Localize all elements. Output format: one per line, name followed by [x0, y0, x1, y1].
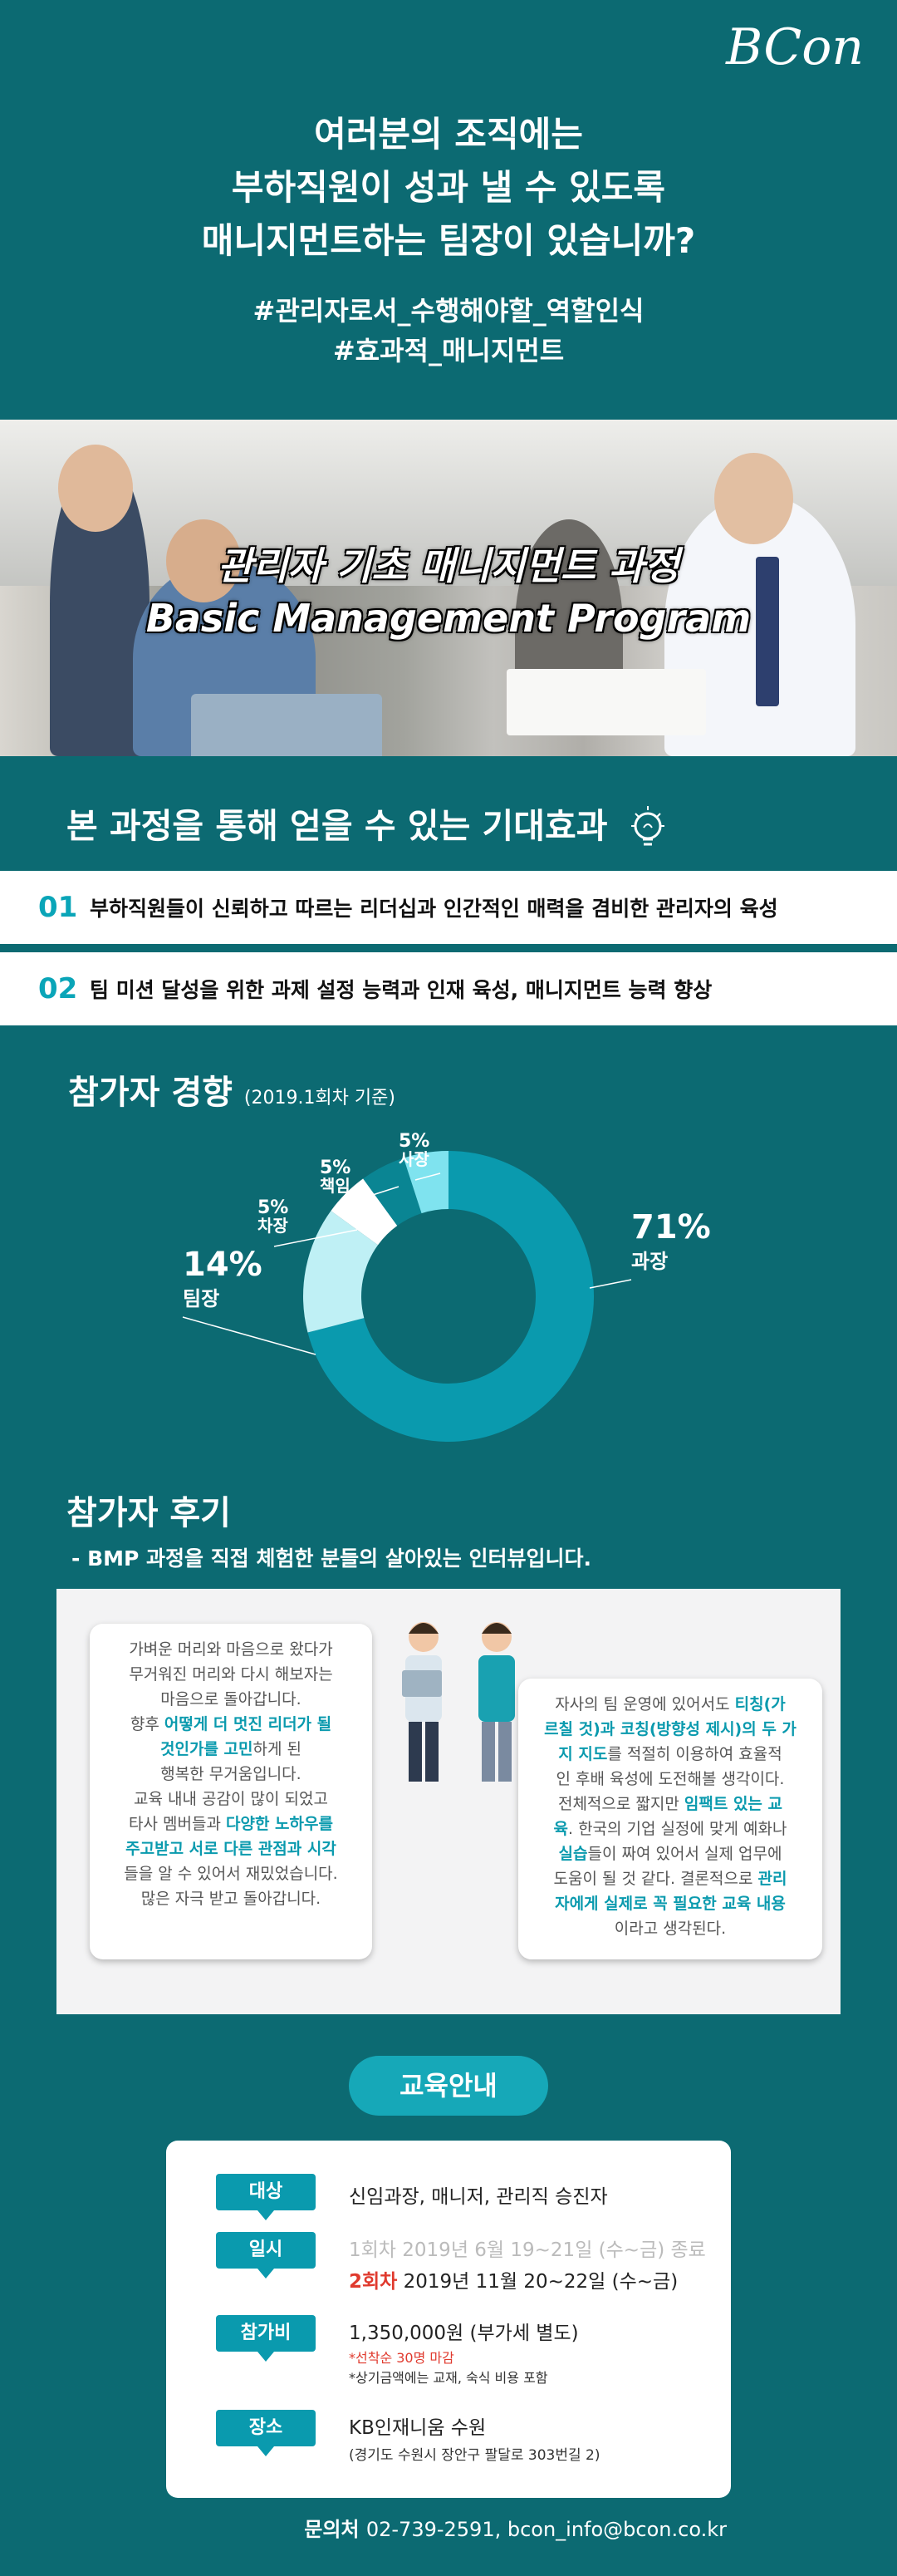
pie-slice-팀장 — [303, 1211, 379, 1333]
education-info-title: 교육안내 — [349, 2056, 548, 2116]
pie-percent-label: 5% — [320, 1158, 350, 1178]
label-fee: 참가비 — [216, 2315, 316, 2362]
pie-slice-사장 — [403, 1151, 448, 1214]
pie-leader-line — [336, 1186, 399, 1207]
participants-note: (2019.1회차 기준) — [243, 1088, 395, 1109]
hashtags: #관리자로서_수행해야할_역할인식 #효과적_매니지먼트 — [0, 291, 897, 371]
effect-number: 02 — [38, 972, 78, 1005]
review-line: 자에게 실제로 꼭 필요한 교육 내용 — [555, 1895, 786, 1913]
effects-heading: 본 과정을 통해 얻을 수 있는 기대효과 — [66, 798, 671, 854]
review-line: 이라고 생각된다. — [614, 1920, 727, 1938]
review-line: 르칠 것)과 코칭(방향성 제시)의 두 가 — [544, 1720, 797, 1738]
effect-text: 팀 미션 달성을 위한 과제 설정 능력과 인재 육성, 매니지먼트 능력 향상 — [90, 978, 713, 1002]
fee-note-includes: *상기금액에는 교재, 숙식 비용 포함 — [349, 2370, 548, 2386]
review-line: 타사 멤버들과 다양한 노하우를 — [129, 1815, 333, 1833]
lightbulb-icon — [630, 806, 664, 846]
review-line: 인 후배 육성에 도전해볼 생각이다. — [556, 1770, 785, 1788]
label-target: 대상 — [216, 2174, 316, 2220]
pie-category-label: 차장 — [257, 1216, 288, 1236]
review-line: 행복한 무거움입니다. — [160, 1765, 301, 1783]
review-line: 것인가를 고민하게 된 — [160, 1740, 301, 1758]
contact-info: 문의처 02-739-2591, bcon_info@bcon.co.kr — [304, 2518, 727, 2541]
place-address: (경기도 수원시 장안구 팔달로 303번길 2) — [349, 2447, 600, 2464]
review-line: 들을 알 수 있어서 재밌었습니다. — [124, 1865, 338, 1883]
review-line: 육. 한국의 기업 실정에 맞게 예화나 — [553, 1820, 787, 1838]
review-line: 실습들이 짜여 있어서 실제 업무에 — [558, 1845, 782, 1863]
education-info-card: 대상 신임과장, 매니저, 관리직 승진자 일시 1회차 2019년 6월 19… — [166, 2141, 731, 2498]
pie-slice-과장 — [307, 1151, 594, 1442]
pie-percent-label: 14% — [183, 1246, 262, 1284]
pie-percent-label: 5% — [399, 1131, 429, 1152]
pie-leader-line — [273, 1229, 358, 1247]
participant-illustration — [402, 1622, 515, 1782]
review-line: 교육 내내 공감이 많이 되었고 — [134, 1790, 328, 1808]
reviews-subheading: - BMP 과정을 직접 체험한 분들의 살아있는 인터뷰입니다. — [71, 1546, 592, 1571]
review-line: 지 지도를 적절히 이용하여 효율적 — [558, 1745, 782, 1763]
intro-question: 여러분의 조직에는 부하직원이 성과 낼 수 있도록 매니지먼트하는 팀장이 있… — [0, 108, 897, 268]
pie-category-label: 팀장 — [183, 1287, 219, 1310]
hero-title-ko: 관리자 기초 매니지먼트 과정 — [218, 543, 679, 588]
pie-slice-책임 — [363, 1158, 422, 1227]
intro-line: 여러분의 조직에는 — [314, 114, 583, 155]
pie-category-label: 책임 — [320, 1176, 350, 1196]
review-line: 자사의 팀 운영에 있어서도 티칭(가 — [555, 1695, 786, 1713]
effect-item: 01 부하직원들이 신뢰하고 따르는 리더십과 인간적인 매력을 겸비한 관리자… — [0, 871, 897, 944]
review-line: 가벼운 머리와 마음으로 왔다가 — [129, 1640, 333, 1659]
review-line: 마음으로 돌아갑니다. — [160, 1690, 301, 1708]
pie-slice-차장 — [331, 1178, 398, 1246]
intro-line: 매니지먼트하는 팀장이 있습니까? — [201, 220, 696, 261]
hashtag: #관리자로서_수행해야할_역할인식 — [252, 295, 645, 327]
pie-category-label: 과장 — [631, 1250, 668, 1273]
fee-value: 1,350,000원 (부가세 별도) — [349, 2323, 579, 2344]
pie-percent-label: 5% — [257, 1197, 288, 1218]
pie-percent-label: 71% — [631, 1208, 711, 1246]
review-line: 많은 자극 받고 돌아갑니다. — [140, 1890, 321, 1908]
reviews-heading: 참가자 후기 — [66, 1494, 231, 1532]
effect-number: 01 — [38, 891, 78, 924]
review-line: 도움이 될 것 같다. 결론적으로 관리 — [553, 1870, 787, 1888]
pie-category-label: 사장 — [399, 1149, 429, 1169]
label-date: 일시 — [216, 2232, 316, 2279]
review-line: 향후 어떻게 더 멋진 리더가 될 — [130, 1715, 332, 1733]
target-value: 신임과장, 매니저, 관리직 승진자 — [349, 2186, 608, 2208]
pie-leader-line — [589, 1279, 632, 1289]
label-place: 장소 — [216, 2410, 316, 2456]
pie-leader-line — [414, 1172, 441, 1181]
review-line: 주고받고 서로 다른 관점과 시각 — [125, 1840, 336, 1858]
effect-text: 부하직원들이 신뢰하고 따르는 리더십과 인간적인 매력을 겸비한 관리자의 육… — [90, 897, 778, 921]
place-value: KB인재니움 수원 — [349, 2417, 487, 2439]
intro-line: 부하직원이 성과 낼 수 있도록 — [231, 167, 666, 208]
hero-title-en: Basic Management Program — [145, 596, 752, 641]
session-2-upcoming: 2회차 2019년 11월 20~22일 (수~금) — [349, 2271, 679, 2293]
session-1-past: 1회차 2019년 6월 19~21일 (수~금) 종료 — [349, 2239, 706, 2261]
hashtag: #효과적_매니지먼트 — [332, 335, 565, 366]
fee-note-capacity: *선착순 30명 마감 — [349, 2350, 454, 2366]
effect-item: 02 팀 미션 달성을 위한 과제 설정 능력과 인재 육성, 매니지먼트 능력… — [0, 952, 897, 1025]
bcon-logo: BCon — [726, 18, 864, 76]
review-line: 무거워진 머리와 다시 해보자는 — [129, 1665, 333, 1684]
review-line: 전체적으로 짧지만 임팩트 있는 교 — [557, 1795, 783, 1813]
pie-leader-line — [182, 1316, 316, 1355]
participants-heading: 참가자 경향 (2019.1회차 기준) — [68, 1074, 395, 1112]
hero-photo: 관리자 기초 매니지먼트 과정 Basic Management Program — [0, 420, 897, 756]
